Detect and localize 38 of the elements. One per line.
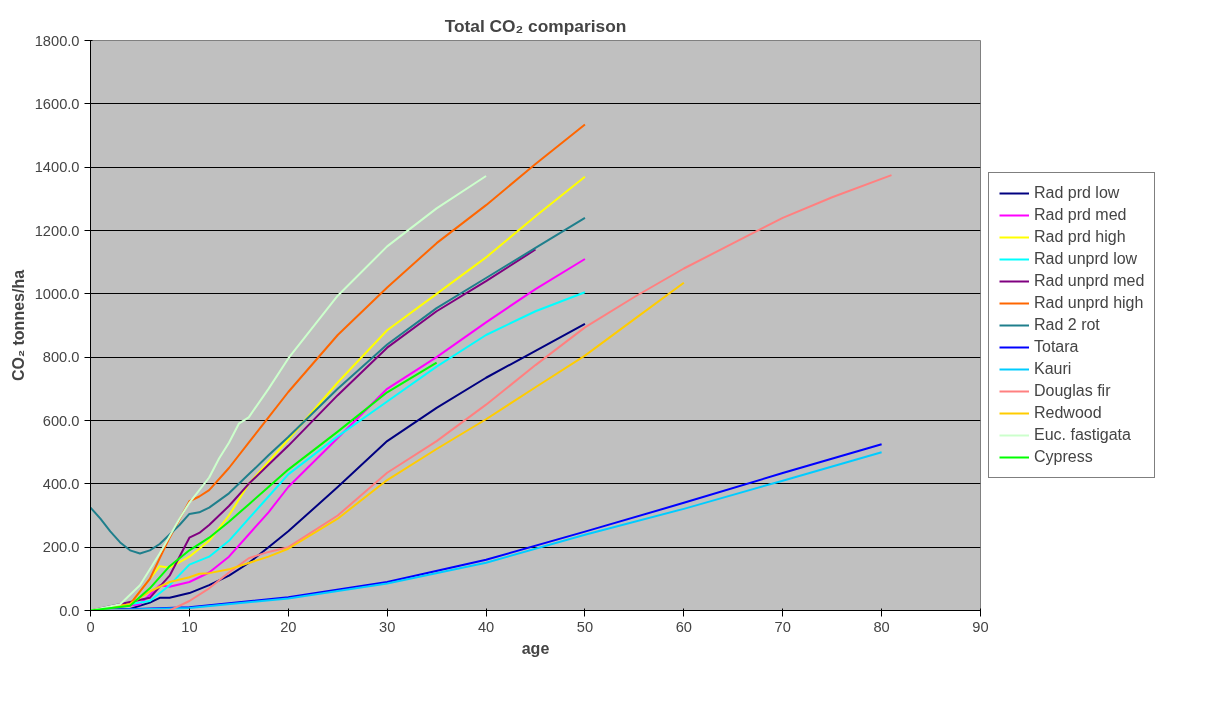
x-tick-label: 30 — [379, 618, 396, 635]
y-tick-label: 0.0 — [59, 602, 80, 619]
y-tick-label: 1000.0 — [34, 285, 80, 302]
line-series — [90, 361, 438, 611]
legend-label: Redwood — [1034, 404, 1102, 422]
y-tick-label: 600.0 — [42, 412, 80, 429]
legend-label: Douglas fir — [1034, 382, 1111, 400]
y-tick-label: 200.0 — [42, 539, 80, 556]
y-tick-label: 1800.0 — [34, 32, 80, 49]
legend-label: Rad 2 rot — [1034, 316, 1100, 334]
legend-label: Rad prd high — [1034, 228, 1126, 246]
y-axis-title: CO₂ tonnes/ha — [9, 269, 27, 382]
y-tick-label: 1600.0 — [34, 95, 80, 112]
y-tick-label: 1400.0 — [34, 159, 80, 176]
x-tick-label: 20 — [280, 618, 297, 635]
legend-label: Kauri — [1034, 360, 1072, 378]
legend-label: Rad prd low — [1034, 184, 1120, 202]
x-tick-label: 40 — [477, 618, 495, 635]
legend-label: Totara — [1034, 338, 1079, 356]
legend-label: Rad unprd low — [1034, 250, 1138, 268]
line-series — [90, 216, 586, 555]
y-tick-label: 800.0 — [42, 349, 80, 366]
chart-title: Total CO₂ comparison — [444, 15, 627, 36]
legend-label: Rad prd med — [1034, 206, 1127, 224]
x-tick-label: 90 — [972, 618, 989, 635]
y-tick-label: 400.0 — [42, 475, 80, 492]
legend-label: Euc. fastigata — [1034, 426, 1131, 444]
y-tick-label: 1200.0 — [34, 222, 80, 239]
legend-label: Cypress — [1034, 448, 1093, 466]
x-tick-label: 70 — [774, 618, 791, 635]
legend-label: Rad unprd high — [1034, 294, 1144, 312]
x-tick-label: 50 — [576, 618, 594, 635]
x-axis-title: age — [521, 639, 550, 657]
x-tick-label: 0 — [86, 618, 95, 635]
legend-label: Rad unprd med — [1034, 272, 1145, 290]
x-tick-label: 80 — [873, 618, 890, 635]
x-tick-label: 60 — [675, 618, 692, 635]
x-tick-label: 10 — [181, 618, 198, 635]
